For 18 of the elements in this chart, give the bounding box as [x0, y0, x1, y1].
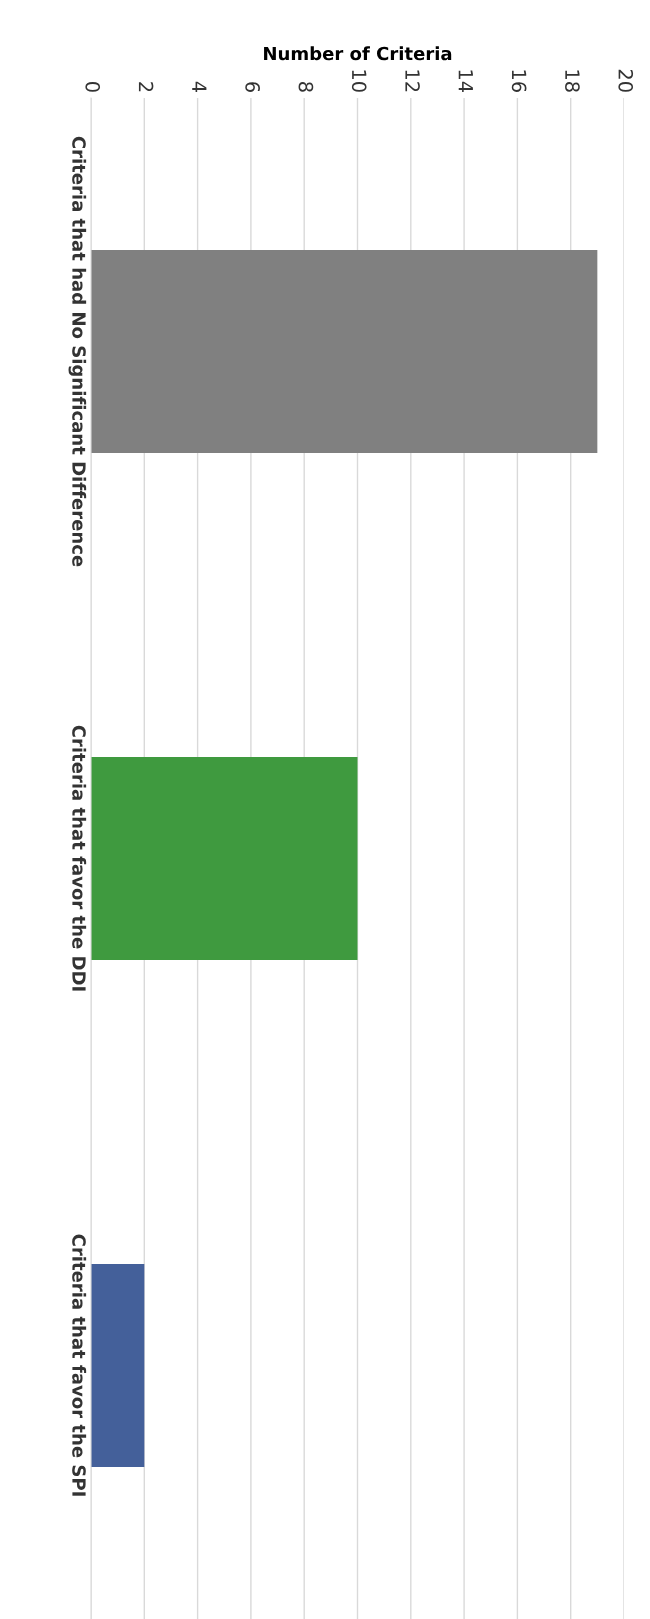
y-tick-label: Criteria that had No Significant Difference: [68, 136, 87, 567]
bar: [91, 757, 358, 960]
x-tick-label: 14: [458, 70, 473, 93]
bar: [91, 250, 598, 453]
y-tick-label: Criteria that favor the DDI: [72, 725, 87, 991]
x-tick-label: 6: [245, 82, 260, 92]
x-tick-label: 8: [298, 82, 314, 92]
bar: [91, 1264, 145, 1467]
x-tick-label: 20: [618, 69, 634, 92]
x-tick-label: 2: [138, 82, 154, 92]
y-tick-label: Criteria that favor the SPI: [72, 1234, 87, 1496]
x-tick-label: 12: [405, 70, 420, 92]
x-tick-label: 4: [192, 81, 207, 93]
x-tick-label: 0: [85, 82, 101, 92]
x-axis-title: Number of Criteria: [264, 46, 452, 61]
x-tick-label: 16: [511, 70, 527, 92]
x-tick-label: 18: [565, 70, 580, 92]
x-tick-label: 10: [351, 70, 367, 92]
